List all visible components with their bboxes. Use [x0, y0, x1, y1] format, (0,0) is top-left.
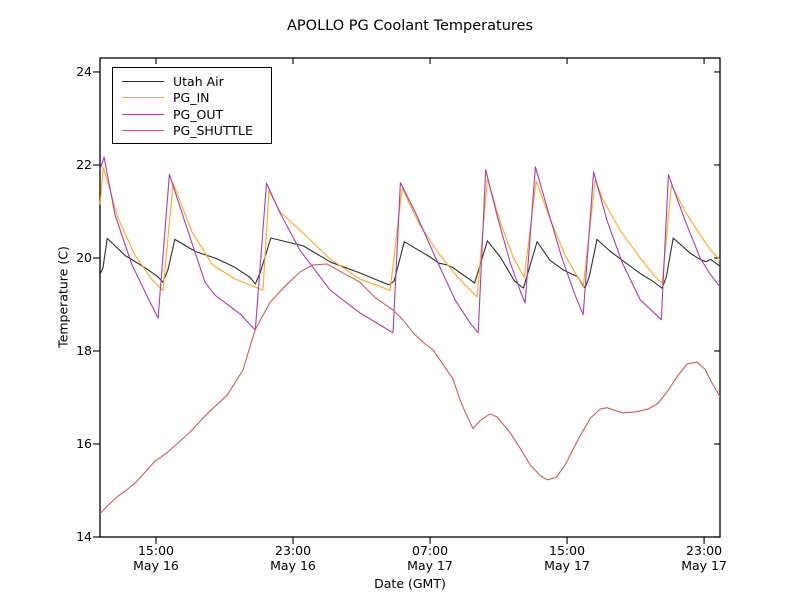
y-tick-label: 20 — [76, 249, 92, 265]
legend-label: PG_SHUTTLE — [173, 123, 253, 139]
legend-label: Utah Air — [173, 73, 224, 89]
legend-row-utah-air: Utah Air — [113, 73, 271, 90]
x-tick-time: 15:00 — [137, 543, 175, 558]
series-line-PG_OUT — [99, 156, 721, 334]
x-tick-time: 07:00 — [412, 543, 449, 558]
y-axis-label: Temperature (C) — [55, 246, 71, 348]
legend-row-pg-out: PG_OUT — [113, 106, 271, 123]
x-tick-date: May 16 — [270, 558, 316, 573]
legend-label: PG_OUT — [173, 106, 224, 122]
legend-row-pg-in: PG_IN — [113, 90, 271, 107]
series-line-Utah Air — [99, 237, 721, 289]
x-tick-time: 15:00 — [549, 543, 586, 558]
x-tick-date: May 17 — [407, 558, 453, 573]
y-tick-label: 18 — [76, 342, 92, 358]
y-tick-label: 16 — [76, 435, 92, 451]
pg-in-line-swatch — [122, 97, 164, 99]
x-axis-label: Date (GMT) — [374, 576, 446, 591]
pg-out-line-swatch — [122, 113, 164, 115]
x-tick-date: May 16 — [133, 558, 179, 573]
legend: Utah Air PG_IN PG_OUT PG_SHUTTLE — [112, 67, 272, 144]
series-line-PG_IN — [99, 166, 721, 298]
x-tick-time: 23:00 — [275, 543, 312, 558]
pg-shuttle-line-swatch — [122, 130, 164, 132]
series-line-PG_SHUTTLE — [99, 263, 721, 515]
y-tick-label: 24 — [76, 63, 92, 79]
y-tick-label: 22 — [76, 156, 92, 172]
y-tick-label: 14 — [76, 529, 92, 544]
chart-title: APOLLO PG Coolant Temperatures — [287, 18, 533, 34]
x-tick-label: 15:00 May 17 — [527, 543, 607, 573]
legend-row-pg-shuttle: PG_SHUTTLE — [113, 123, 271, 140]
x-tick-time: 23:00 — [686, 543, 723, 558]
x-tick-label: 15:00 May 16 — [116, 543, 196, 573]
x-tick-label: 07:00 May 17 — [390, 543, 470, 573]
x-tick-date: May 17 — [681, 558, 727, 573]
utah-air-line-swatch — [122, 80, 164, 82]
x-tick-label: 23:00 May 16 — [253, 543, 333, 573]
x-tick-date: May 17 — [544, 558, 590, 573]
legend-label: PG_IN — [173, 90, 210, 106]
x-tick-label: 23:00 May 17 — [664, 543, 744, 573]
